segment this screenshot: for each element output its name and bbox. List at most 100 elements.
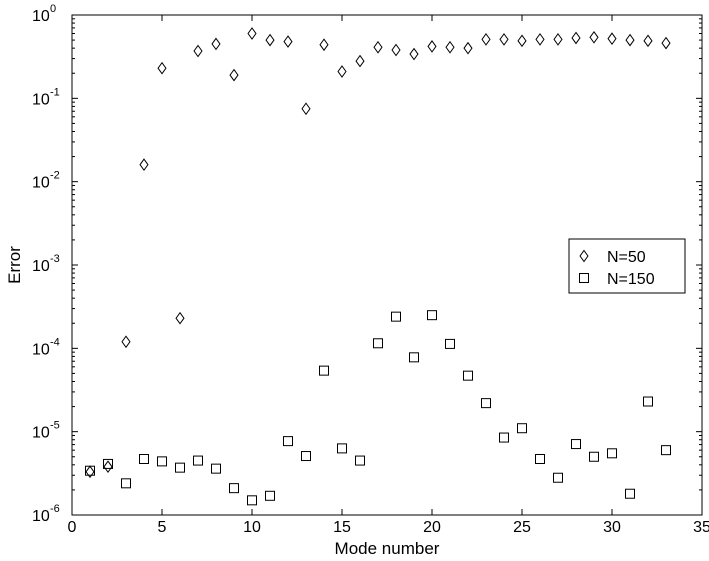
data-point-square [553,472,563,483]
data-point-diamond [391,43,401,57]
data-point-diamond [661,36,671,50]
legend-marker-diamond [579,249,589,263]
data-point-square [499,432,509,443]
y-tick-exponent: -6 [50,503,60,515]
y-tick-exponent: 0 [50,3,56,15]
data-point-diamond [607,32,617,46]
data-point-square [265,490,275,501]
data-point-diamond [535,33,545,46]
data-point-square [337,443,347,454]
y-tick-label: 10 -4 [32,336,60,358]
legend-box [568,238,686,294]
x-axis-ticks: 0 5 10 15 20 25 30 35 [68,15,709,536]
y-tick-base: 10 [32,341,50,358]
data-point-diamond [571,31,581,45]
x-axis-label: Mode number [335,539,440,558]
data-point-square [481,398,491,409]
y-tick-exponent: -2 [50,170,60,182]
y-tick-base: 10 [32,8,50,25]
data-point-diamond [445,40,455,54]
y-tick-label: 10 -6 [32,503,60,525]
x-tick-label: 15 [333,519,351,536]
data-point-square [643,396,653,407]
data-point-square [463,370,473,381]
data-point-square [373,338,383,349]
y-tick-base: 10 [32,175,50,192]
series-diamond [85,27,671,479]
data-point-square [301,451,311,462]
data-point-diamond [283,35,293,48]
data-point-diamond [553,33,563,46]
data-point-square [535,453,545,464]
data-point-diamond [355,54,365,68]
data-point-square [427,310,437,321]
data-point-square [355,455,365,466]
data-point-square [625,488,635,499]
y-tick-label: 10 -3 [32,253,60,275]
x-tick-label: 20 [423,519,441,536]
y-tick-label: 10 0 [32,3,56,25]
data-point-diamond [427,40,437,53]
x-tick-label: 35 [693,519,709,536]
data-point-diamond [499,33,509,46]
data-point-square [571,439,581,450]
data-point-diamond [193,44,203,58]
data-point-diamond [175,311,185,325]
data-point-diamond [409,47,419,61]
data-point-square [445,338,455,349]
x-tick-label: 5 [158,519,167,536]
x-tick-label: 0 [68,519,77,536]
data-point-square [517,423,527,434]
data-point-square [121,478,131,489]
data-point-square [175,462,185,473]
legend-label: N=150 [607,271,655,288]
data-point-square [283,436,293,447]
data-point-diamond [103,460,113,474]
data-point-diamond [211,37,221,51]
x-tick-label: 25 [513,519,531,536]
y-tick-label: 10 -5 [32,420,60,442]
data-point-square [103,458,113,469]
data-point-square [319,365,329,376]
data-point-diamond [319,38,329,52]
data-point-square [661,445,671,456]
data-point-square [157,456,167,467]
data-point-square [193,455,203,466]
y-tick-exponent: -1 [50,86,60,98]
data-point-diamond [517,34,527,48]
series-square [85,310,671,506]
y-tick-label: 10 -2 [32,170,60,192]
y-tick-exponent: -3 [50,253,60,265]
data-point-diamond [373,40,383,54]
data-point-square [589,451,599,462]
legend: N=50 N=150 [568,238,686,294]
legend-label: N=50 [607,249,646,266]
data-point-diamond [139,158,149,172]
data-point-diamond [463,41,473,55]
data-point-diamond [265,33,275,47]
y-tick-base: 10 [32,91,50,108]
data-point-diamond [301,102,311,116]
data-point-diamond [625,33,635,47]
data-point-diamond [157,61,167,75]
x-tick-label: 30 [603,519,621,536]
data-point-square [247,495,257,506]
y-axis-label: Error [5,246,24,284]
data-point-diamond [85,465,95,479]
data-marks [85,27,671,506]
data-point-diamond [247,27,257,40]
data-point-square [211,463,221,474]
data-point-square [139,453,149,464]
y-tick-base: 10 [32,508,50,525]
data-point-diamond [229,68,239,82]
data-point-diamond [481,33,491,46]
legend-marker-square [579,273,589,283]
data-point-square [391,311,401,322]
data-point-square [229,483,239,494]
y-tick-exponent: -4 [50,336,60,348]
y-tick-base: 10 [32,258,50,275]
x-tick-label: 10 [243,519,261,536]
data-point-square [607,448,617,459]
